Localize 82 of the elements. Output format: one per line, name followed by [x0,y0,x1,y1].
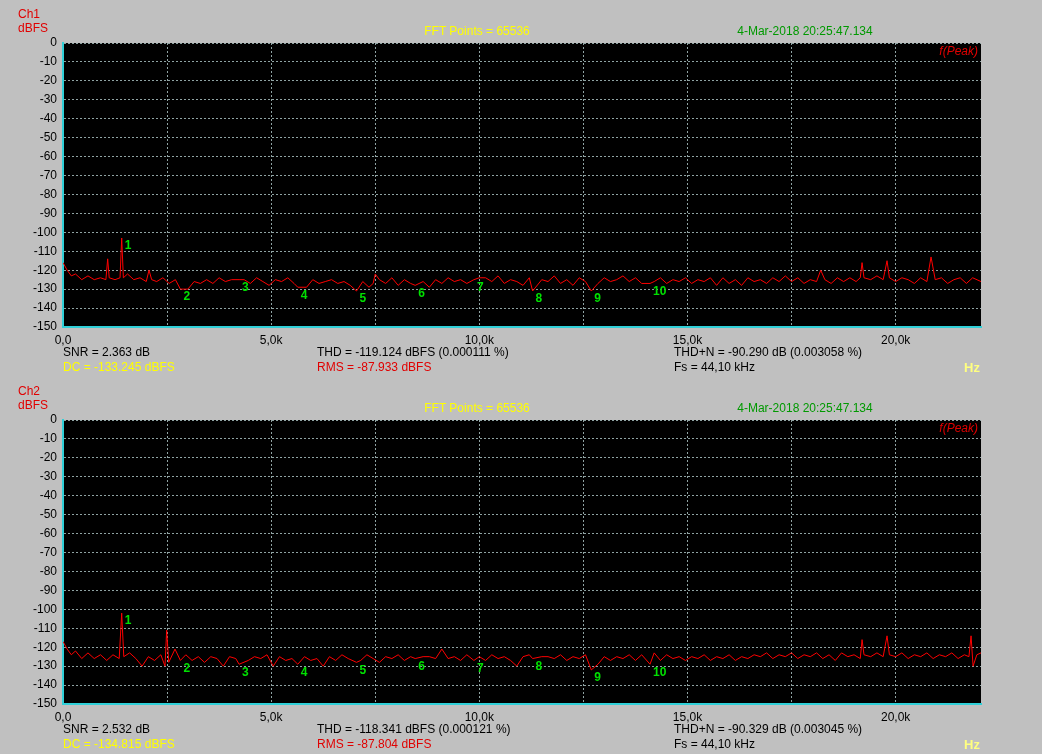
text: RMS = -87.804 dBFS [317,737,432,752]
y-tick-label: -40 [39,488,58,503]
text: THD+N = -90.290 dB (0.003058 %) [674,345,863,360]
chart-title: FFT Points = 65536 [424,24,531,39]
x-tick-label: 20,0k [880,709,912,724]
annotation: 1 [124,238,132,253]
text: SNR = 2.363 dB [63,345,151,360]
annotation: 9 [594,291,602,306]
y-tick-label: -150 [32,696,58,711]
text: Fs = 44,10 kHz [674,360,756,375]
annotation: 1 [124,613,132,628]
annotation: 10 [653,283,667,298]
x-tick-label: 5,0k [259,709,284,724]
x-tick-label: 15,0k [672,709,704,724]
y-tick-label: -80 [39,186,58,201]
annotation: 4 [300,287,308,302]
y-tick-label: -90 [39,205,58,220]
y-tick-label: -130 [32,281,58,296]
text: 4-Mar-2018 20:25:47.134 [737,401,874,416]
annotation: 3 [242,279,250,294]
y-tick-label: -110 [33,243,58,258]
annotation: 3 [242,664,250,679]
y-tick-label: -30 [39,469,58,484]
y-tick-label: -10 [39,431,58,446]
x-tick-label: 10,0k [464,332,495,347]
y-tick-label: -50 [39,506,58,521]
text: DC = -134.815 dBFS [63,737,175,752]
annotation: f(Peak) [939,44,978,59]
annotation: 8 [535,291,543,306]
annotation: f(Peak) [939,421,978,436]
x-tick-label: 10,0k [464,709,495,724]
x-axis-title: Hz [964,736,981,752]
text: THD = -119.124 dBFS (0.000111 %) [317,345,509,360]
annotation: 6 [418,285,426,300]
x-tick-label: 5,0k [259,332,284,347]
annotation: 4 [300,664,308,679]
y-tick-label: -20 [39,73,58,88]
y-tick-label: -100 [32,224,58,239]
y-tick-label: -150 [32,319,58,334]
annotation: 6 [418,658,426,673]
text: SNR = 2.532 dB [63,722,151,737]
y-tick-label: -20 [39,450,58,465]
y-tick-label: -70 [39,167,58,182]
x-axis-title: Hz [964,359,981,375]
y-tick-label: -80 [39,563,58,578]
y-tick-label: -60 [39,525,58,540]
annotation: 5 [359,662,367,677]
y-tick-label: -140 [32,300,58,315]
y-axis-title: dBFS [18,398,49,413]
text: 4-Mar-2018 20:25:47.134 [737,24,874,39]
y-tick-label: -70 [39,544,58,559]
x-tick-label: 0,0 [54,332,72,347]
y-tick-label: -40 [39,111,58,126]
y-tick-label: -90 [39,582,58,597]
chart-title: FFT Points = 65536 [424,401,531,416]
y-tick-label: -30 [39,92,58,107]
text: Ch1 [18,7,41,22]
y-tick-label: -140 [32,677,58,692]
y-tick-label: -120 [32,262,58,277]
annotation: 9 [594,670,602,685]
text: RMS = -87.933 dBFS [317,360,432,375]
y-tick-label: -110 [33,620,58,635]
x-tick-label: 0,0 [54,709,72,724]
x-tick-label: 15,0k [672,332,704,347]
y-tick-label: -100 [32,601,58,616]
y-tick-label: -10 [39,54,58,69]
text: THD = -118.341 dBFS (0.000121 %) [317,722,511,737]
annotation: 5 [359,291,367,306]
y-tick-label: -130 [32,658,58,673]
y-tick-label: -50 [39,129,58,144]
text: THD+N = -90.329 dB (0.003045 %) [674,722,863,737]
annotation: 2 [183,289,191,304]
x-tick-label: 20,0k [880,332,912,347]
y-tick-label: -120 [32,639,58,654]
text: Fs = 44,10 kHz [674,737,756,752]
text: Ch2 [18,384,41,399]
annotation: 10 [653,664,667,679]
y-tick-label: 0 [50,412,58,427]
y-tick-label: -60 [39,148,58,163]
y-axis-title: dBFS [18,21,49,36]
y-tick-label: 0 [50,35,58,50]
text: DC = -133.245 dBFS [63,360,175,375]
